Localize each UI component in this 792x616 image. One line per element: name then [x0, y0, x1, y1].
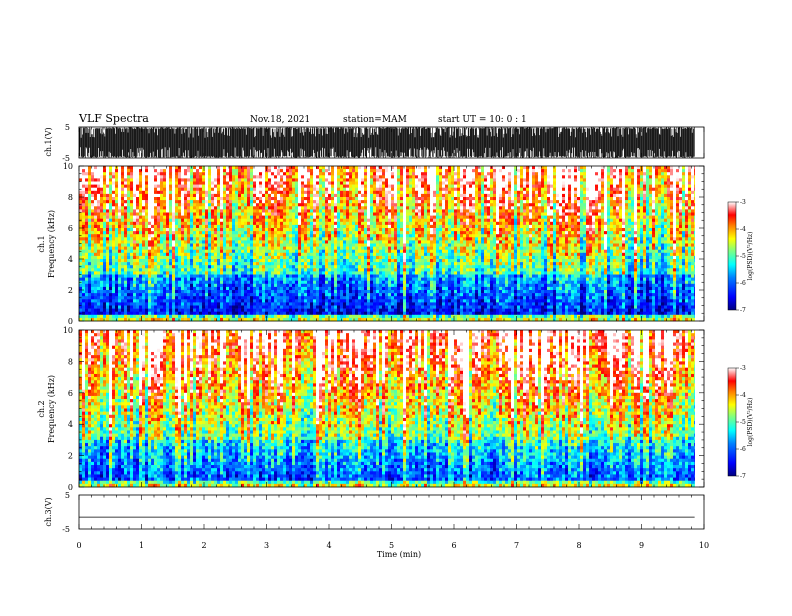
station-label: station=MAM [343, 115, 407, 125]
x-tick-label: 8 [576, 541, 581, 550]
x-tick-label: 0 [76, 541, 81, 550]
x-tick-label: 4 [326, 541, 331, 550]
y-tick-label: 2 [68, 286, 73, 295]
ch1-waveform-trace [79, 127, 694, 158]
y-tick-label: 4 [68, 420, 73, 429]
y-tick-label: 10 [63, 162, 73, 171]
ch1-spectrogram-image [79, 166, 704, 321]
ch3-ytick-bottom: -5 [62, 525, 70, 534]
colorbar-tick-label: -4 [740, 226, 746, 233]
ch1-colorbar-label: log(PSD)(V²/Hz) [747, 232, 754, 281]
ch2-spectrogram-image [79, 330, 704, 487]
figure-title: VLF Spectra [78, 112, 149, 125]
x-tick-label: 7 [514, 541, 519, 550]
ch3-waveform-panel: 5 -5 ch.3(V) [44, 491, 704, 534]
colorbar-tick-label: -7 [740, 473, 746, 480]
date-label: Nov.18, 2021 [250, 115, 310, 125]
x-tick-label: 9 [639, 541, 644, 550]
y-tick-label: 8 [68, 357, 73, 366]
colorbar-tick-label: -3 [740, 199, 746, 206]
ch1-colorbar: -3 -4 -5 -6 -7 log(PSD)(V²/Hz) [728, 199, 754, 314]
x-tick-label: 5 [389, 541, 394, 550]
x-axis-label: Time (min) [377, 550, 421, 559]
x-tick-label: 6 [451, 541, 456, 550]
start-time-label: start UT = 10: 0 : 1 [438, 115, 527, 125]
y-tick-label: 0 [68, 317, 73, 326]
x-tick-label: 2 [201, 541, 206, 550]
y-tick-label: 6 [68, 224, 73, 233]
y-tick-label: 4 [68, 255, 73, 264]
y-tick-label: 8 [68, 193, 73, 202]
ch2-spec-channel-label: ch.2 [37, 400, 46, 417]
colorbar-tick-label: -4 [740, 392, 746, 399]
ch1-spectrogram-panel: 0 2 4 6 8 10 ch.1 Frequency (kHz) -3 -4 -5 -6 -7 … [37, 162, 754, 326]
ch2-colorbar-label: log(PSD)(V²/Hz) [747, 398, 754, 447]
y-tick-label: 10 [63, 326, 73, 335]
colorbar-tick-label: -6 [740, 280, 746, 287]
ch2-spec-freq-label: Frequency (kHz) [47, 375, 56, 443]
x-tick-label: 3 [264, 541, 269, 550]
colorbar-tick-label: -7 [740, 307, 746, 314]
y-tick-label: 2 [68, 452, 73, 461]
colorbar-tick-label: -5 [740, 253, 746, 260]
ch1-ylabel: ch.1(V) [44, 127, 53, 156]
colorbar-tick-label: -3 [740, 365, 746, 372]
ch3-ytick-top: 5 [65, 491, 70, 500]
ch1-spec-freq-label: Frequency (kHz) [47, 210, 56, 278]
ch1-waveform-panel: 5 -5 ch.1(V) [44, 123, 704, 163]
y-tick-label: 6 [68, 389, 73, 398]
ch1-spec-channel-label: ch.1 [37, 235, 46, 252]
ch3-ylabel: ch.3(V) [44, 497, 53, 526]
x-tick-labels: 0 1 2 3 4 5 6 7 8 9 10 [76, 541, 709, 550]
x-tick-label: 10 [699, 541, 709, 550]
ch2-colorbar: -3 -4 -5 -6 -7 log(PSD)(V²/Hz) [728, 365, 754, 480]
colorbar-tick-label: -6 [740, 446, 746, 453]
ch1-ytick-top: 5 [65, 123, 70, 132]
x-tick-label: 1 [139, 541, 144, 550]
colorbar-tick-label: -5 [740, 419, 746, 426]
